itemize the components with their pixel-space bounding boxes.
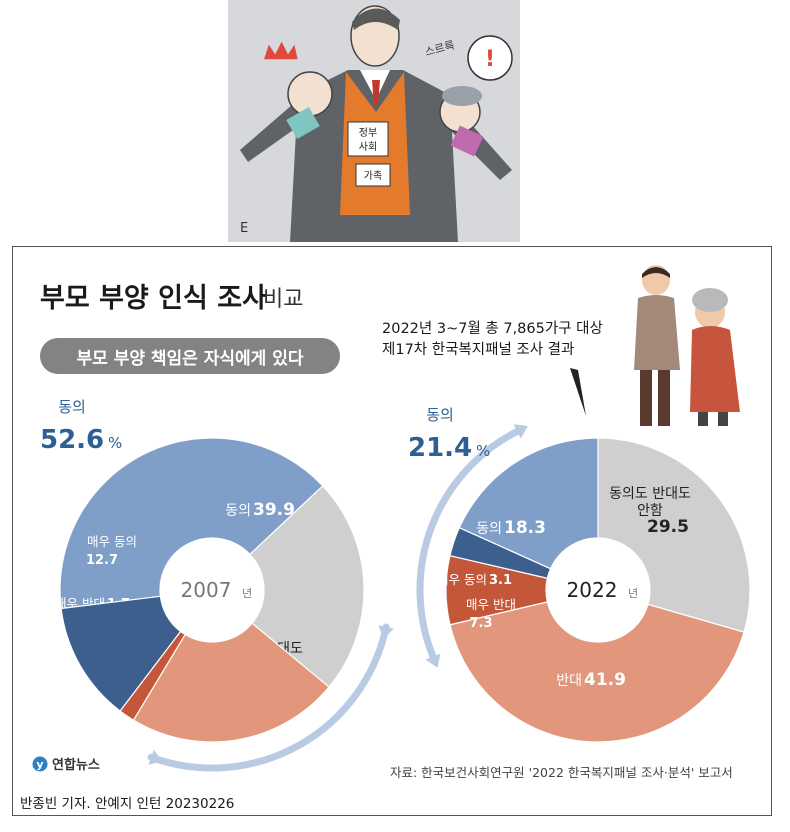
slice-label-2007-strongly_agree: 매우 동의 — [87, 534, 137, 549]
logo: y 연합뉴스 — [32, 754, 100, 773]
speech-bubble — [467, 35, 513, 81]
slice-value-2007-agree: 39.9 — [253, 500, 295, 520]
data-source: 자료: 한국보건사회연구원 '2022 한국복지패널 조사·분석' 보고서 — [390, 765, 733, 780]
center-year-unit-2022: 년 — [628, 587, 638, 600]
slice-value-2022-agree: 18.3 — [504, 518, 546, 538]
agree-arrowhead-2007 — [148, 749, 163, 765]
agree-total-unit-2007: % — [108, 434, 122, 452]
agree-arrow-2022 — [416, 427, 521, 661]
slice-label-2022-agree: 동의 — [476, 521, 502, 537]
credit-line: 반종빈 기자. 안예지 인턴 20230226 — [20, 796, 235, 812]
slice-2007-disagree — [132, 622, 330, 743]
slice-value-2022-disagree: 41.9 — [584, 670, 626, 690]
slice-2007-strongly_agree — [60, 595, 182, 712]
svg-text:가족: 가족 — [364, 170, 382, 182]
agree-arrowhead-2022 — [425, 653, 441, 668]
cartoon-illustration: 정부 사회 가족 ! 스르륵 E — [228, 0, 520, 242]
subtitle-pill — [40, 338, 340, 374]
svg-text:정부: 정부 — [359, 127, 377, 139]
agree-arrowhead-2007 — [378, 625, 394, 639]
yonhap-logo-icon: y — [32, 756, 48, 771]
slice-label-2022-disagree: 반대 — [556, 673, 582, 689]
agree-arrowhead-2022 — [513, 424, 528, 439]
slice-value-2022-neutral: 29.5 — [647, 517, 689, 537]
slice-2022-neutral — [597, 437, 751, 633]
slice-value-2022-strongly_disagree: 7.3 — [469, 616, 492, 631]
svg-text:사회: 사회 — [359, 141, 377, 153]
vest-label-top — [347, 121, 389, 157]
slice-value-2007-strongly_agree: 12.7 — [86, 553, 118, 568]
agree-total-value-2022: 21.4 — [408, 433, 472, 463]
page-title: 부모 부양 인식 조사 — [40, 283, 267, 314]
svg-text:!: ! — [485, 47, 495, 72]
slice-label-2022-neutral: 동의도 반대도 안함 — [609, 486, 691, 519]
svg-text:E: E — [240, 221, 248, 236]
center-year-2022: 2022 — [567, 578, 618, 602]
slice-2007-agree — [59, 437, 324, 610]
elderly-couple-illustration — [634, 265, 740, 426]
survey-note-line1: 2022년 3~7월 총 7,865가구 대상 — [382, 321, 603, 337]
agree-total-label-2007: 동의 — [58, 398, 86, 416]
page-title-suffix: 비교 — [263, 287, 304, 312]
agree-total-unit-2022: % — [476, 442, 490, 460]
survey-note-line2: 제17차 한국복지패널 조사 결과 — [382, 342, 575, 358]
slice-2007-neutral — [249, 485, 365, 688]
svg-text:y: y — [36, 758, 43, 771]
agree-total-label-2022: 동의 — [426, 406, 454, 424]
slice-value-2022-strongly_agree: 3.1 — [489, 573, 512, 588]
logo-text: 연합뉴스 — [52, 758, 100, 773]
survey-question: 부모 부양 책임은 자식에게 있다 — [76, 349, 304, 369]
agree-arrow-2007 — [147, 623, 390, 772]
slice-2022-disagree — [449, 601, 745, 743]
note-pointer — [570, 368, 586, 416]
slice-label-2022-strongly_agree: 매우 동의 — [437, 572, 487, 587]
slice-2022-agree — [458, 437, 599, 570]
vest-label-bottom — [355, 163, 391, 187]
cartoon-figure: 정부 사회 가족 ! 스르륵 E — [240, 5, 513, 242]
slice-label-2022-strongly_disagree: 매우 반대 — [466, 597, 516, 612]
center-year-unit-2007: 년 — [242, 587, 252, 600]
survey-note: 2022년 3~7월 총 7,865가구 대상 제17차 한국복지패널 조사 결… — [382, 319, 603, 361]
slice-label-2007-agree: 동의 — [225, 503, 251, 519]
agree-total-value-2007: 52.6 — [40, 425, 104, 455]
center-year-2007: 2007 — [181, 578, 232, 602]
